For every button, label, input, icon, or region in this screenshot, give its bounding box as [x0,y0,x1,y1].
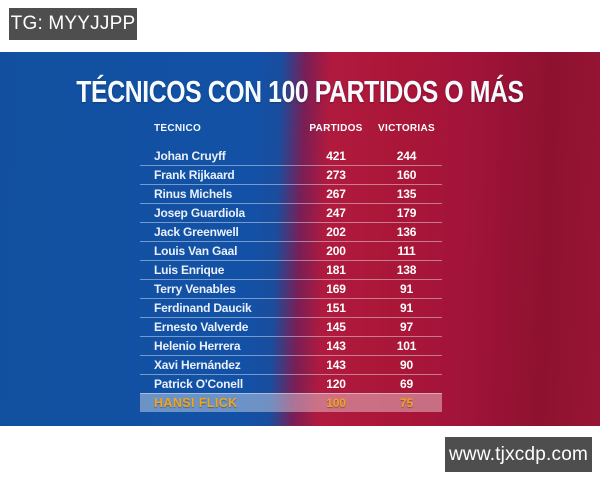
wins-value: 101 [396,339,417,353]
coach-name: Ernesto Valverde [154,320,249,334]
table-row: Johan Cruyff 421 244 [140,146,442,165]
matches-value: 143 [326,339,346,353]
matches-value: 100 [326,396,346,410]
table-row: Terry Venables 169 91 [140,279,442,298]
table-row: Jack Greenwell 202 136 [140,222,442,241]
coach-name: Xavi Hernández [154,358,241,372]
table-row: Helenio Herrera 143 101 [140,336,442,355]
wins-value: 111 [397,244,416,258]
wins-value: 135 [396,187,417,201]
column-header-tecnico: TÉCNICO [154,122,202,134]
table-row: Rinus Michels 267 135 [140,184,442,203]
coach-name: Jack Greenwell [154,225,239,239]
infographic-title: TÉCNICOS CON 100 PARTIDOS O MÁS [76,74,524,109]
matches-value: 421 [326,148,346,163]
table-row-highlighted: HANSI FLICK 100 75 [140,393,442,412]
coach-name: Patrick O'Conell [154,377,244,391]
wins-value: 244 [396,148,417,163]
wins-value: 97 [400,320,413,334]
table-row: Louis Van Gaal 200 111 [140,241,442,260]
table-row: Ernesto Valverde 145 97 [140,317,442,336]
matches-value: 247 [326,206,346,220]
table-row: Josep Guardiola 247 179 [140,203,442,222]
website-watermark-badge: www.tjxcdp.com [445,437,592,472]
table-row: Frank Rijkaard 273 160 [140,165,442,184]
matches-value: 273 [326,168,346,182]
column-header-victorias: VICTORIAS [378,122,435,134]
wins-value: 90 [400,358,413,372]
matches-value: 143 [326,358,346,372]
coach-name: HANSI FLICK [154,396,238,410]
coach-name: Luis Enrique [154,263,225,277]
coaches-table: Johan Cruyff 421 244 Frank Rijkaard 273 160 Ri… [140,146,442,412]
matches-value: 151 [326,301,346,315]
coach-name: Frank Rijkaard [154,168,235,182]
telegram-watermark-text: TG: MYYJJPP [10,13,136,34]
wins-value: 138 [396,263,417,277]
table-row: Ferdinand Daucik 151 91 [140,298,442,317]
wins-value: 91 [400,282,413,296]
table-header-row: TÉCNICO PARTIDOS VICTORIAS [140,120,442,136]
wins-value: 75 [400,396,413,410]
coach-name: Rinus Michels [154,187,233,201]
coach-name: Terry Venables [154,282,236,296]
table-row: Xavi Hernández 143 90 [140,355,442,374]
coach-name: Johan Cruyff [154,148,226,163]
wins-value: 179 [396,206,417,220]
matches-value: 169 [326,282,346,296]
column-header-partidos: PARTIDOS [309,122,363,134]
matches-value: 267 [326,187,346,201]
matches-value: 145 [326,320,346,334]
coach-name: Helenio Herrera [154,339,241,353]
coach-name: Louis Van Gaal [154,244,238,258]
table-row: Patrick O'Conell 120 69 [140,374,442,393]
wins-value: 160 [396,168,417,182]
infographic-panel: TÉCNICOS CON 100 PARTIDOS O MÁS TÉCNICO … [0,52,600,426]
wins-value: 136 [396,225,417,239]
wins-value: 69 [400,377,413,391]
coach-name: Josep Guardiola [154,206,246,220]
matches-value: 120 [326,377,346,391]
website-watermark-text: www.tjxcdp.com [448,443,588,465]
telegram-watermark-badge: TG: MYYJJPP [9,8,137,40]
matches-value: 200 [326,244,346,258]
table-row: Luis Enrique 181 138 [140,260,442,279]
coach-name: Ferdinand Daucik [154,301,252,315]
matches-value: 202 [326,225,346,239]
wins-value: 91 [400,301,413,315]
matches-value: 181 [326,263,346,277]
